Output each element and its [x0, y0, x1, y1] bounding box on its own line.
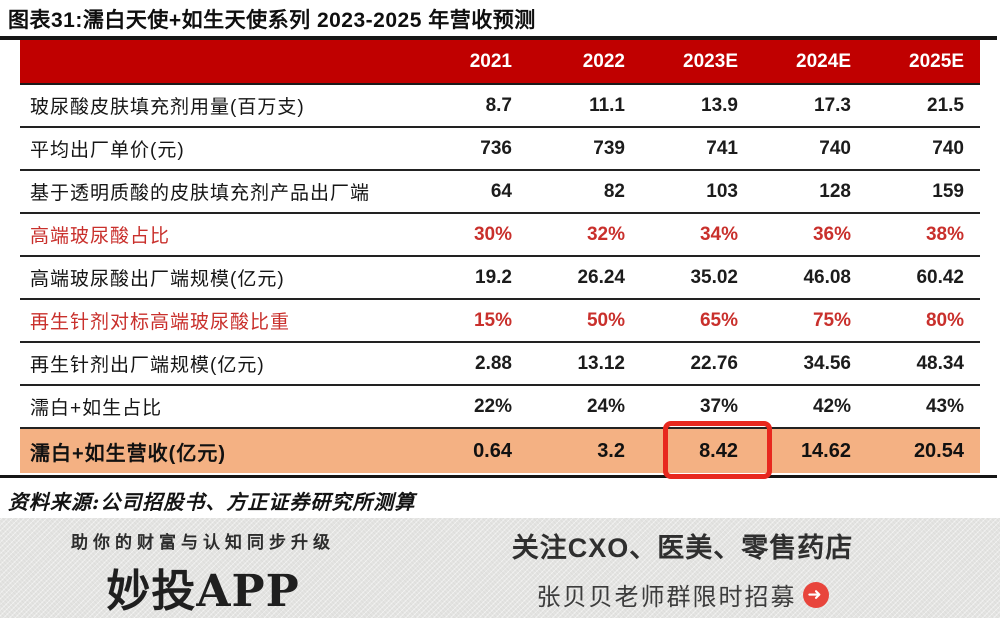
app-name: 妙投APP [106, 566, 300, 617]
row-value: 37% [699, 395, 738, 417]
table-row: 濡白+如生占比 22% 24% 37% 42% 43% [20, 386, 980, 429]
row-value: 0.64 [473, 439, 512, 462]
row-value: 38% [925, 223, 964, 245]
row-value: 80% [925, 309, 964, 331]
column-header: 2023E [683, 50, 738, 72]
row-label: 基于透明质酸的皮肤填充剂产品出厂端 [30, 183, 371, 204]
row-value: 741 [706, 137, 738, 159]
row-value: 82 [603, 180, 625, 202]
row-value: 32% [586, 223, 625, 245]
row-value: 19.2 [475, 266, 512, 288]
table-body: 玻尿酸皮肤填充剂用量(百万支) 8.7 11.1 13.9 17.3 21.5 平均出厂单价… [20, 85, 980, 473]
row-label: 高端玻尿酸出厂端规模(亿元) [30, 269, 285, 290]
row-label: 再生针剂对标高端玻尿酸比重 [30, 312, 291, 333]
table-row: 玻尿酸皮肤填充剂用量(百万支) 8.7 11.1 13.9 17.3 21.5 [20, 85, 980, 128]
row-value: 50% [586, 309, 625, 331]
table-bottom-divider [0, 475, 997, 478]
row-value: 14.62 [800, 439, 851, 462]
row-value: 159 [932, 180, 964, 202]
row-value: 3.2 [597, 439, 625, 462]
table-row: 平均出厂单价(元) 736 739 741 740 740 [20, 128, 980, 171]
row-label: 高端玻尿酸占比 [30, 226, 171, 247]
row-value: 42% [812, 395, 851, 417]
promo-subtitle-row: 张贝贝老师群限时招募 ➜ [500, 577, 865, 612]
arrow-right-icon[interactable]: ➜ [802, 581, 829, 608]
table-row: 再生针剂出厂端规模(亿元) 2.88 13.12 22.76 34.56 48.34 [20, 343, 980, 386]
row-value: 24% [586, 395, 625, 417]
row-value: 34.56 [803, 352, 851, 374]
row-value: 103 [706, 180, 738, 202]
figure-title: 图表31:濡白天使+如生天使系列 2023-2025 年营收预测 [8, 9, 536, 32]
table-row: 濡白+如生营收(亿元) 0.64 3.2 8.42 14.62 20.54 [20, 429, 980, 473]
row-value: 740 [819, 137, 851, 159]
row-value: 75% [812, 309, 851, 331]
group-promo-block: 关注CXO、医美、零售药店 张贝贝老师群限时招募 ➜ [500, 526, 865, 612]
row-value: 60.42 [916, 266, 964, 288]
column-header: 2024E [796, 50, 851, 72]
row-label: 平均出厂单价(元) [30, 140, 185, 161]
source-note: 资料来源:公司招股书、方正证券研究所测算 [8, 490, 416, 514]
table-header-row: 2021 2022 2023E 2024E 2025E [20, 40, 980, 85]
row-value: 736 [480, 137, 512, 159]
table-row: 高端玻尿酸占比 30% 32% 34% 36% 38% [20, 214, 980, 257]
promo-title: 关注CXO、医美、零售药店 [511, 533, 854, 563]
table-row: 基于透明质酸的皮肤填充剂产品出厂端 64 82 103 128 159 [20, 171, 980, 214]
column-header: 2021 [469, 50, 512, 72]
row-value: 22.76 [690, 352, 738, 374]
app-promo-block: 助你的财富与认知同步升级 妙投APP [48, 528, 358, 618]
row-value: 48.34 [916, 352, 964, 374]
row-value: 36% [812, 223, 851, 245]
table-row: 高端玻尿酸出厂端规模(亿元) 19.2 26.24 35.02 46.08 60.42 [20, 257, 980, 300]
row-value: 17.3 [814, 94, 851, 116]
row-value: 8.7 [485, 94, 512, 116]
row-value: 13.12 [577, 352, 625, 374]
row-value: 26.24 [577, 266, 625, 288]
row-value: 22% [473, 395, 512, 417]
row-value: 43% [925, 395, 964, 417]
row-value: 11.1 [589, 94, 625, 116]
promo-subtitle: 张贝贝老师群限时招募 [536, 584, 797, 611]
row-value: 739 [593, 137, 625, 159]
row-value: 8.42 [699, 439, 738, 462]
row-label: 再生针剂出厂端规模(亿元) [30, 355, 265, 376]
row-value: 46.08 [803, 266, 851, 288]
row-value: 65% [699, 309, 738, 331]
table-row: 再生针剂对标高端玻尿酸比重 15% 50% 65% 75% 80% [20, 300, 980, 343]
row-value: 15% [473, 309, 512, 331]
column-header: 2022 [582, 50, 625, 72]
row-label: 濡白+如生占比 [30, 398, 163, 419]
column-header: 2025E [909, 50, 964, 72]
row-value: 128 [819, 180, 851, 202]
forecast-table: 2021 2022 2023E 2024E 2025E 玻尿酸皮肤填充剂用量(百万支) 8… [20, 40, 980, 473]
row-value: 30% [473, 223, 512, 245]
row-value: 20.54 [913, 439, 964, 462]
row-value: 740 [932, 137, 964, 159]
row-value: 64 [490, 180, 512, 202]
row-value: 13.9 [701, 94, 738, 116]
footer-banner: 助你的财富与认知同步升级 妙投APP 关注CXO、医美、零售药店 张贝贝老师群限… [0, 518, 1000, 618]
title-divider [0, 36, 997, 40]
row-label: 玻尿酸皮肤填充剂用量(百万支) [30, 97, 305, 118]
row-value: 34% [699, 223, 738, 245]
row-label: 濡白+如生营收(亿元) [30, 442, 226, 465]
row-value: 2.88 [475, 352, 512, 374]
row-value: 35.02 [690, 266, 738, 288]
row-value: 21.5 [927, 94, 964, 116]
app-slogan: 助你的财富与认知同步升级 [71, 533, 335, 552]
